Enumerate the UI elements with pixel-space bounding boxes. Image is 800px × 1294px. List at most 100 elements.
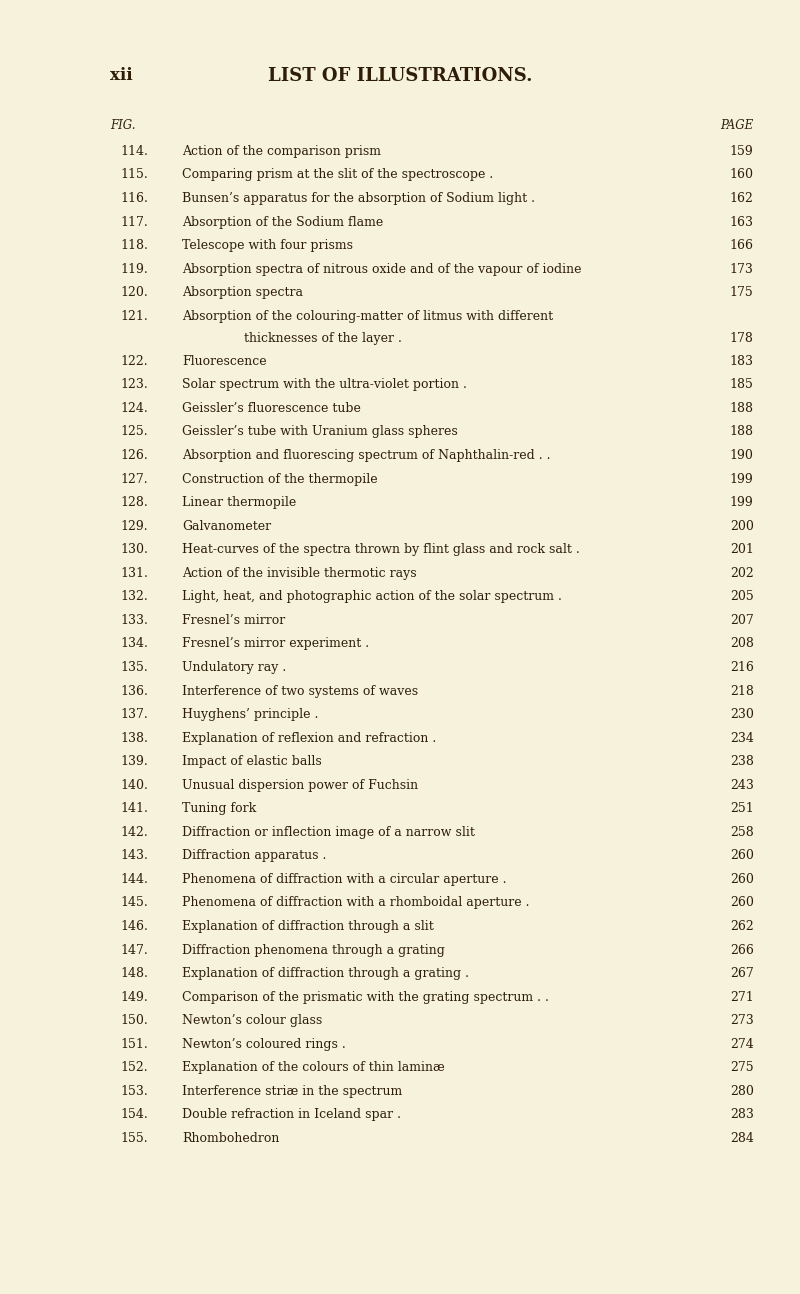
Text: 116.: 116. [120,192,148,204]
Text: 139.: 139. [120,756,148,769]
Text: Interference striæ in the spectrum: Interference striæ in the spectrum [182,1084,402,1097]
Text: 153.: 153. [120,1084,148,1097]
Text: Light, heat, and photographic action of the solar spectrum .: Light, heat, and photographic action of … [182,590,562,603]
Text: 132.: 132. [120,590,148,603]
Text: Absorption of the Sodium flame: Absorption of the Sodium flame [182,216,384,229]
Text: 136.: 136. [120,685,148,697]
Text: 115.: 115. [120,168,148,181]
Text: Comparing prism at the slit of the spectroscope .: Comparing prism at the slit of the spect… [182,168,494,181]
Text: 120.: 120. [120,286,148,299]
Text: Explanation of diffraction through a slit: Explanation of diffraction through a sli… [182,920,434,933]
Text: 155.: 155. [120,1132,148,1145]
Text: 243: 243 [730,779,754,792]
Text: 138.: 138. [120,731,148,744]
Text: 273: 273 [730,1014,754,1027]
Text: 274: 274 [730,1038,754,1051]
Text: 162: 162 [730,192,754,204]
Text: 141.: 141. [120,802,148,815]
Text: Undulatory ray .: Undulatory ray . [182,661,286,674]
Text: Tuning fork: Tuning fork [182,802,257,815]
Text: 119.: 119. [120,263,148,276]
Text: 218: 218 [730,685,754,697]
Text: Comparison of the prismatic with the grating spectrum . .: Comparison of the prismatic with the gra… [182,991,550,1004]
Text: 150.: 150. [120,1014,148,1027]
Text: Heat-curves of the spectra thrown by flint glass and rock salt .: Heat-curves of the spectra thrown by fli… [182,543,580,556]
Text: 163: 163 [730,216,754,229]
Text: 143.: 143. [120,849,148,862]
Text: 127.: 127. [120,472,148,485]
Text: Phenomena of diffraction with a circular aperture .: Phenomena of diffraction with a circular… [182,873,507,886]
Text: 275: 275 [730,1061,754,1074]
Text: 280: 280 [730,1084,754,1097]
Text: Explanation of the colours of thin laminæ: Explanation of the colours of thin lamin… [182,1061,445,1074]
Text: Phenomena of diffraction with a rhomboidal aperture .: Phenomena of diffraction with a rhomboid… [182,897,530,910]
Text: 230: 230 [730,708,754,721]
Text: 151.: 151. [120,1038,148,1051]
Text: 130.: 130. [120,543,148,556]
Text: 216: 216 [730,661,754,674]
Text: 137.: 137. [120,708,148,721]
Text: Action of the comparison prism: Action of the comparison prism [182,145,382,158]
Text: 134.: 134. [120,638,148,651]
Text: 283: 283 [730,1109,754,1122]
Text: 238: 238 [730,756,754,769]
Text: 260: 260 [730,897,754,910]
Text: Absorption spectra: Absorption spectra [182,286,303,299]
Text: Absorption spectra of nitrous oxide and of the vapour of iodine: Absorption spectra of nitrous oxide and … [182,263,582,276]
Text: Fresnel’s mirror: Fresnel’s mirror [182,613,286,626]
Text: 129.: 129. [120,520,148,533]
Text: LIST OF ILLUSTRATIONS.: LIST OF ILLUSTRATIONS. [268,67,532,85]
Text: 200: 200 [730,520,754,533]
Text: 147.: 147. [120,943,148,956]
Text: 205: 205 [730,590,754,603]
Text: 190: 190 [730,449,754,462]
Text: Telescope with four prisms: Telescope with four prisms [182,239,354,252]
Text: Rhombohedron: Rhombohedron [182,1132,280,1145]
Text: Geissler’s fluorescence tube: Geissler’s fluorescence tube [182,402,362,415]
Text: 145.: 145. [120,897,148,910]
Text: 188: 188 [730,426,754,439]
Text: Diffraction apparatus .: Diffraction apparatus . [182,849,326,862]
Text: 258: 258 [730,826,754,839]
Text: Interference of two systems of waves: Interference of two systems of waves [182,685,418,697]
Text: 183: 183 [730,355,754,367]
Text: 266: 266 [730,943,754,956]
Text: 166: 166 [730,239,754,252]
Text: Absorption and fluorescing spectrum of Naphthalin-red . .: Absorption and fluorescing spectrum of N… [182,449,551,462]
Text: Absorption of the colouring-matter of litmus with different: Absorption of the colouring-matter of li… [182,309,554,322]
Text: 267: 267 [730,967,754,980]
Text: Bunsen’s apparatus for the absorption of Sodium light .: Bunsen’s apparatus for the absorption of… [182,192,535,204]
Text: Explanation of diffraction through a grating .: Explanation of diffraction through a gra… [182,967,470,980]
Text: 140.: 140. [120,779,148,792]
Text: 125.: 125. [120,426,148,439]
Text: 260: 260 [730,849,754,862]
Text: 208: 208 [730,638,754,651]
Text: 251: 251 [730,802,754,815]
Text: 128.: 128. [120,496,148,509]
Text: 199: 199 [730,496,754,509]
Text: 160: 160 [730,168,754,181]
Text: 152.: 152. [120,1061,148,1074]
Text: 202: 202 [730,567,754,580]
Text: Diffraction phenomena through a grating: Diffraction phenomena through a grating [182,943,446,956]
Text: 262: 262 [730,920,754,933]
Text: 173: 173 [730,263,754,276]
Text: 131.: 131. [120,567,148,580]
Text: 121.: 121. [120,309,148,322]
Text: Construction of the thermopile: Construction of the thermopile [182,472,378,485]
Text: 142.: 142. [120,826,148,839]
Text: Galvanometer: Galvanometer [182,520,271,533]
Text: 149.: 149. [120,991,148,1004]
Text: Fresnel’s mirror experiment .: Fresnel’s mirror experiment . [182,638,370,651]
Text: thicknesses of the layer .: thicknesses of the layer . [244,333,402,345]
Text: 188: 188 [730,402,754,415]
Text: Solar spectrum with the ultra-violet portion .: Solar spectrum with the ultra-violet por… [182,378,467,391]
Text: xii: xii [110,67,133,84]
Text: Double refraction in Iceland spar .: Double refraction in Iceland spar . [182,1109,402,1122]
Text: PAGE: PAGE [720,119,754,132]
Text: FIG.: FIG. [110,119,136,132]
Text: 199: 199 [730,472,754,485]
Text: 123.: 123. [120,378,148,391]
Text: 271: 271 [730,991,754,1004]
Text: 117.: 117. [120,216,148,229]
